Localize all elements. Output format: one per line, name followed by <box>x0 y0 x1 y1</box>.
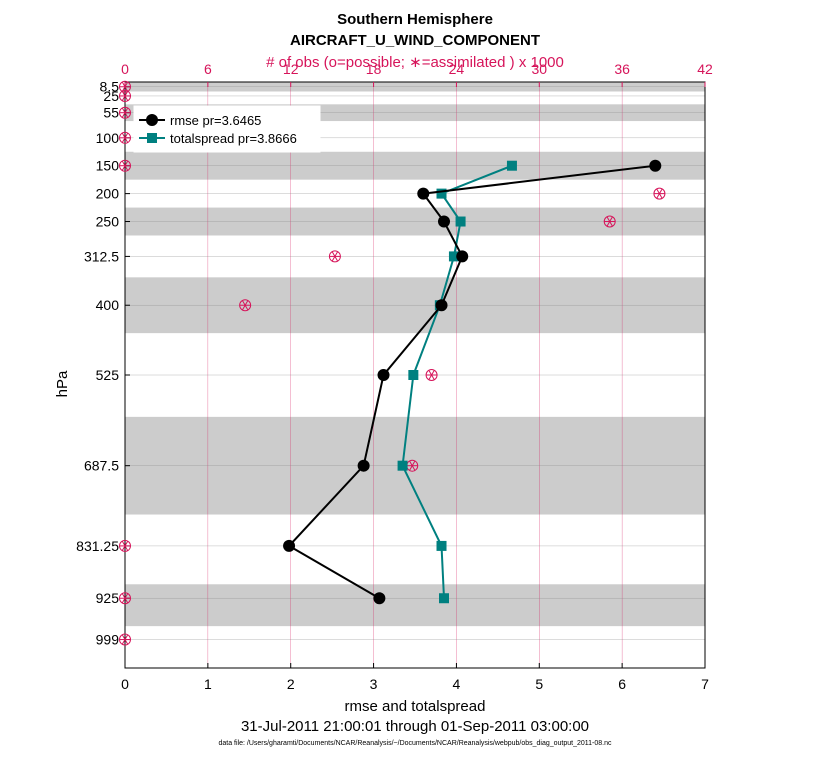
top-tick-label: 12 <box>283 61 299 77</box>
obs-count-marker <box>239 299 252 312</box>
obs-assimilated-star-stroke <box>241 300 249 311</box>
x-tick-label: 2 <box>287 676 295 692</box>
x-tick-label: 1 <box>204 676 212 692</box>
totalspread-point <box>408 370 419 380</box>
y-tick-label: 312.5 <box>84 248 119 264</box>
obs-assimilated-star-stroke <box>121 81 129 92</box>
y-tick-label: 687.5 <box>84 458 119 474</box>
y-tick-label: 8.5 <box>100 79 120 95</box>
obs-count-marker <box>119 89 131 102</box>
top-tick-label: 24 <box>449 61 465 77</box>
x-tick-label: 4 <box>453 676 461 692</box>
obs-assimilated-star-stroke <box>428 369 435 381</box>
y-tick-label: 200 <box>96 186 120 202</box>
top-tick-label: 18 <box>366 61 382 77</box>
shaded-bands <box>125 82 705 627</box>
top-tick-label: 0 <box>121 61 129 77</box>
data-file-footer: data file: /Users/gharamti/Documents/NCA… <box>218 740 612 747</box>
obs-assimilated-star-stroke <box>409 460 416 471</box>
y-tick-label: 55 <box>103 105 119 121</box>
top-tick-label: 36 <box>614 61 630 77</box>
x-axis-ticks: 0 1 2 3 4 5 6 7 <box>121 663 709 692</box>
y-tick-label: 925 <box>96 590 120 606</box>
legend: rmse pr=3.6465 totalspread pr=3.8666 <box>133 105 321 153</box>
series-lines <box>283 159 662 605</box>
obs-count-marker <box>653 187 666 200</box>
rmse-point <box>357 459 370 472</box>
x-tick-label: 7 <box>701 676 709 692</box>
rmse-point <box>283 539 296 552</box>
x-tick-label: 5 <box>535 676 543 692</box>
obs-count-marker <box>119 131 131 144</box>
rmse-point <box>373 592 386 605</box>
obs-assimilated-star-stroke <box>121 107 129 118</box>
obs-assimilated-star-stroke <box>121 132 129 143</box>
rmse-point <box>377 369 390 381</box>
obs-count-marker <box>119 80 131 93</box>
y-tick-label: 525 <box>96 367 120 383</box>
obs-count-marker <box>119 106 131 119</box>
obs-count-marker <box>119 633 131 646</box>
legend-rmse-marker <box>146 114 158 126</box>
top-axis-label: # of obs (o=possible; ∗=assimilated ) x … <box>266 54 564 71</box>
totalspread-point <box>436 188 447 199</box>
rmse-point <box>649 159 662 172</box>
totalspread-point <box>455 216 466 227</box>
rmse-point <box>456 250 469 263</box>
legend-box <box>133 105 321 153</box>
chart-title: Southern Hemisphere <box>337 11 493 28</box>
y-tick-label: 999 <box>96 632 120 648</box>
top-tick-label: 30 <box>531 61 547 77</box>
top-tick-label: 6 <box>204 61 212 77</box>
legend-totalspread-label: totalspread pr=3.8666 <box>170 131 297 146</box>
x-tick-label: 6 <box>618 676 626 692</box>
y-tick-label: 400 <box>96 297 120 313</box>
totalspread-point <box>397 460 408 471</box>
obs-assimilated-star-stroke <box>121 160 129 171</box>
obs-count-marker <box>425 369 438 381</box>
obs-assimilated-star-stroke <box>121 90 129 101</box>
obs-assimilated-star-stroke <box>121 634 129 645</box>
top-axis-ticks: 0 6 12 18 24 30 36 42 <box>121 61 713 87</box>
obs-assimilated-star-stroke <box>331 251 339 262</box>
y-tick-label: 831.25 <box>76 538 119 554</box>
shaded-band <box>125 584 705 627</box>
obs-assimilated-star-stroke <box>121 593 129 604</box>
legend-rmse-label: rmse pr=3.6465 <box>170 113 261 128</box>
totalspread-point <box>439 593 449 604</box>
x-tick-label: 0 <box>121 676 129 692</box>
totalspread-point <box>436 540 447 551</box>
y-axis-label: hPa <box>54 370 71 397</box>
obs-count-marker <box>119 159 131 172</box>
x-tick-label: 3 <box>370 676 378 692</box>
y-tick-label: 250 <box>96 214 120 230</box>
totalspread-point <box>448 251 459 262</box>
legend-totalspread-marker <box>147 133 157 143</box>
obs-assimilated-star-stroke <box>121 540 129 551</box>
y-tick-label: 150 <box>96 158 120 174</box>
top-tick-label: 42 <box>697 61 713 77</box>
obs-count-marker <box>603 215 616 228</box>
chart-subtitle: AIRCRAFT_U_WIND_COMPONENT <box>290 32 540 49</box>
y-tick-label: 100 <box>96 130 120 146</box>
y-tick-label: 25 <box>103 88 119 104</box>
date-range: 31-Jul-2011 21:00:01 through 01-Sep-2011… <box>241 718 589 735</box>
rmse-point <box>417 187 430 200</box>
x-axis-label: rmse and totalspread <box>345 698 486 715</box>
obs-count-marker <box>119 539 131 552</box>
totalspread-point <box>506 160 517 171</box>
obs-assimilated-star-stroke <box>656 188 663 199</box>
rmse-point <box>435 299 448 312</box>
obs-count-marker <box>328 250 341 263</box>
obs-assimilated-star-stroke <box>606 216 613 227</box>
obs-count-marker <box>119 592 131 605</box>
rmse-point <box>438 215 450 228</box>
